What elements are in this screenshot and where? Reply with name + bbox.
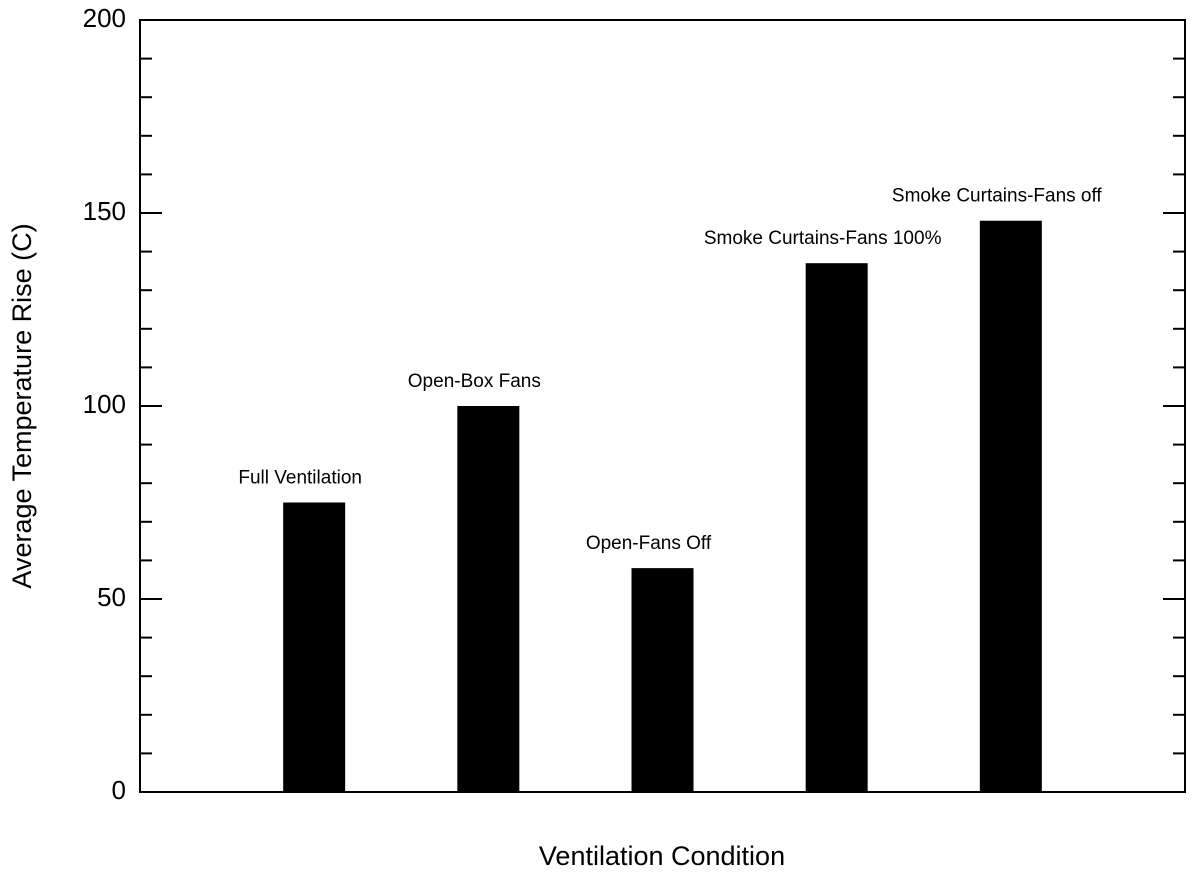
y-tick-label: 50: [97, 582, 126, 612]
bar-category-label: Smoke Curtains-Fans off: [892, 186, 1103, 207]
y-tick-label: 150: [83, 196, 126, 226]
bar: [979, 220, 1042, 793]
y-tick-label: 0: [112, 775, 126, 805]
bar-category-label: Open-Fans Off: [586, 533, 712, 554]
x-axis-title: Ventilation Condition: [539, 841, 785, 871]
y-tick-label: 200: [83, 3, 126, 33]
bar-category-label: Full Ventilation: [238, 468, 362, 489]
bar: [457, 406, 520, 792]
bar: [631, 568, 694, 792]
bar: [283, 502, 346, 792]
y-tick-label: 100: [83, 389, 126, 419]
bar: [805, 263, 868, 792]
y-axis-title: Average Temperature Rise (C): [7, 223, 37, 588]
bar-category-label: Open-Box Fans: [408, 371, 541, 392]
bar-category-label: Smoke Curtains-Fans 100%: [704, 228, 942, 249]
